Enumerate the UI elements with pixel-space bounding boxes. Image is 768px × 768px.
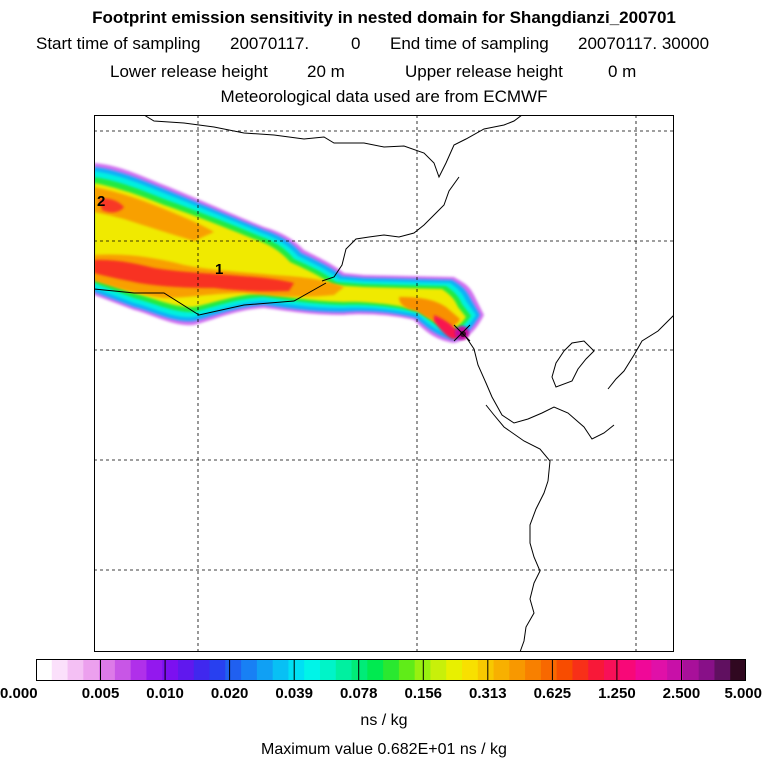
color-bar-tick-label: 0.078 <box>339 685 378 702</box>
grid-lines <box>94 115 674 652</box>
color-bar-tick-label: 0.010 <box>146 685 184 702</box>
met-data-note: Meteorological data used are from ECMWF <box>220 87 548 106</box>
inner-border <box>321 176 460 282</box>
korea-coast <box>607 314 674 390</box>
plume-red-source <box>434 315 460 340</box>
color-bar-cell <box>383 659 400 681</box>
maximum-value: Maximum value 0.682E+01 ns / kg <box>261 741 507 758</box>
color-bar-tick-label: 0.020 <box>210 685 249 702</box>
end-time-label: End time of sampling <box>390 34 549 53</box>
footprint-map <box>94 115 674 652</box>
color-bar-cell <box>256 659 274 681</box>
color-bar-cell <box>572 659 589 681</box>
plot-title: Footprint emission sensitivity in nested… <box>92 8 676 27</box>
north-border <box>143 115 523 179</box>
footprint-marker-1: 1 <box>215 261 224 278</box>
color-bar-cell <box>36 659 53 681</box>
color-bar-tick-label: 0.005 <box>81 685 120 702</box>
color-bar-cell <box>209 659 226 681</box>
color-bar-tick-label: 0.156 <box>404 685 443 702</box>
color-bar-cell <box>477 659 495 681</box>
color-bar-tick-label: 0.000 <box>0 685 38 702</box>
color-bar-tick-label: 0.313 <box>469 685 507 702</box>
upper-height-label: Upper release height <box>405 62 563 81</box>
color-bar <box>36 659 746 681</box>
color-bar-cell <box>525 659 542 681</box>
color-bar-cell <box>225 659 242 681</box>
color-bar-cell <box>114 659 132 681</box>
color-bar-cell <box>698 659 716 681</box>
color-bar-cell <box>635 659 652 681</box>
upper-height-value: 0 m <box>608 62 637 81</box>
liaodong-coast <box>551 340 595 388</box>
map-frame <box>94 115 674 652</box>
color-bar-cell <box>83 659 100 681</box>
southern-border <box>94 282 327 316</box>
shandong-coast <box>519 480 549 652</box>
color-bar-cell <box>714 659 731 681</box>
coastlines-borders <box>94 115 674 652</box>
plume-orange-east <box>399 297 460 328</box>
plume-red-core <box>94 259 294 292</box>
color-bar-cell <box>430 659 447 681</box>
bohai-coast <box>465 336 615 440</box>
color-bar-cell <box>178 659 195 681</box>
color-bar-cell <box>619 659 637 681</box>
color-bar-cell <box>99 659 116 681</box>
color-bar-tick-label: 0.625 <box>533 685 572 702</box>
plume-layer <box>94 163 484 343</box>
color-bar-cell <box>335 659 353 681</box>
color-bar-cell <box>446 659 463 681</box>
color-bar-cell <box>540 659 558 681</box>
units-label: ns / kg <box>360 712 408 729</box>
color-bar-cell <box>288 659 305 681</box>
color-bar-cell <box>272 659 290 681</box>
color-bar-frame <box>36 659 746 681</box>
color-bar-cell <box>193 659 211 681</box>
color-bar-cell <box>604 659 621 681</box>
color-bar-tick-label: 2.500 <box>662 685 701 702</box>
color-bar-cell <box>682 659 700 681</box>
color-bar-cell <box>304 659 321 681</box>
color-bar-cell <box>130 659 148 681</box>
plume-orange-north <box>94 187 214 241</box>
color-bar-tick-label: 5.000 <box>724 685 762 702</box>
color-bar-cell <box>320 659 337 681</box>
start-time-value: 20070117. <box>230 34 310 53</box>
color-bar-cell <box>667 659 684 681</box>
color-bar-cell <box>730 659 746 681</box>
color-bar-cell <box>651 659 668 681</box>
peninsula-coast <box>485 404 551 482</box>
color-bar-tick-label: 0.039 <box>275 685 313 702</box>
color-bar-cell <box>146 659 163 681</box>
color-bar-cell <box>462 659 479 681</box>
start-time-seconds: 0 <box>351 34 361 53</box>
color-bar-cell <box>162 659 179 681</box>
color-bar-cell <box>367 659 384 681</box>
start-time-label: Start time of sampling <box>36 34 201 53</box>
color-bar-cell <box>493 659 510 681</box>
color-bar-cell <box>51 659 69 681</box>
station-marker <box>453 324 471 342</box>
color-bar-cell <box>351 659 368 681</box>
plume-red-north <box>99 198 124 213</box>
end-time-value: 20070117. 30000 <box>578 34 710 53</box>
lower-height-label: Lower release height <box>110 62 268 81</box>
footprint-marker-2: 2 <box>97 193 106 210</box>
color-bar-cell <box>398 659 416 681</box>
color-bar-cell <box>241 659 258 681</box>
color-bar-tick-label: 1.250 <box>598 685 636 702</box>
color-bar-cell <box>588 659 605 681</box>
lower-height-value: 20 m <box>307 62 345 81</box>
color-bar-cell <box>556 659 574 681</box>
color-bar-cell <box>67 659 84 681</box>
color-bar-cells <box>36 659 746 681</box>
color-bar-divisions <box>100 659 682 681</box>
color-bar-cell <box>509 659 526 681</box>
